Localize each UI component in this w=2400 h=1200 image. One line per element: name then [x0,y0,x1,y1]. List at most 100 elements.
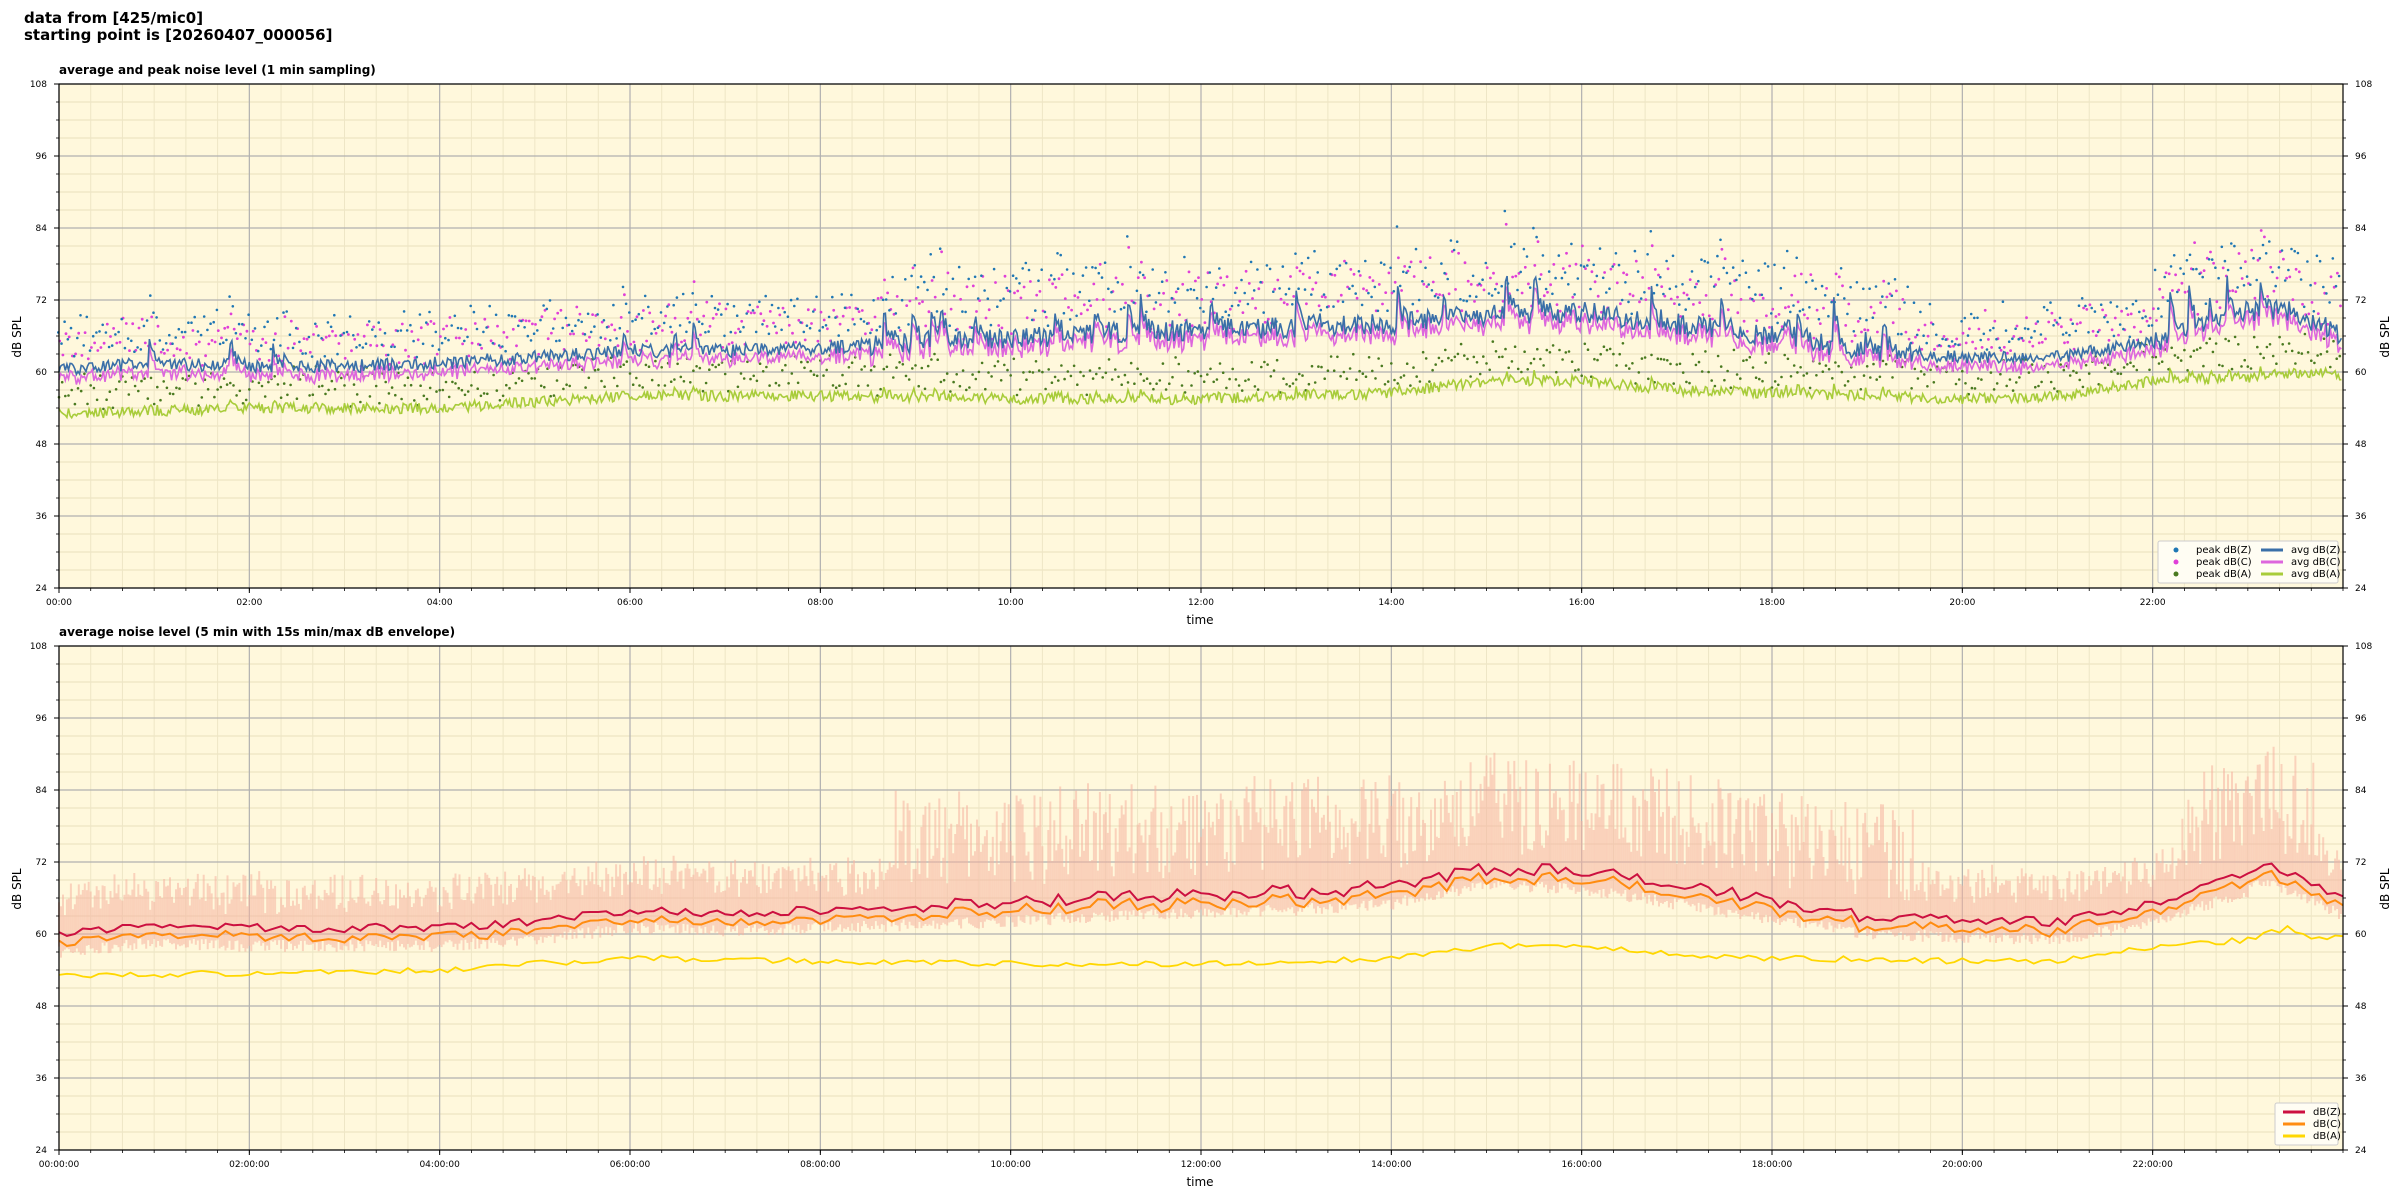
series-dbz [58,862,2344,937]
chart2-ytick-left: 48 [36,1002,48,1012]
chart2-xtick: 12:00:00 [1181,1160,1222,1170]
series-envelope [58,746,2342,958]
series-peak-dbz [57,209,2341,359]
legend-label: avg dB(Z) [2291,545,2341,556]
chart2-xtick: 04:00:00 [419,1160,460,1170]
chart2-ytick-left: 72 [36,858,47,868]
data-source-label: data from [425/mic0] [24,9,204,27]
chart2-axes: 24 24 36 36 48 48 60 60 72 72 84 84 96 96 108 108 00:00:… [30,642,2373,1170]
chart1-ytick-left: 36 [36,512,48,522]
chart1-xtick: 14:00 [1378,598,1404,608]
starting-point-label: starting point is [20260407_000056] [24,26,333,44]
chart2-ytick-right: 72 [2355,858,2366,868]
chart-avg-noise-envelope: average noise level (5 min with 15s min/… [10,625,2392,1189]
chart2-ytick-right: 96 [2355,714,2367,724]
chart2-ytick-left: 84 [36,786,48,796]
chart1-xtick: 22:00 [2140,598,2166,608]
series-avg-dbz [58,275,2343,377]
chart2-xtick: 14:00:00 [1371,1160,1412,1170]
chart2-ytick-right: 24 [2355,1146,2367,1156]
chart2-xtick: 18:00:00 [1752,1160,1793,1170]
chart2-frame [58,645,2344,1151]
chart2-ylabel-right: dB SPL [2378,868,2392,910]
chart1-ytick-right: 36 [2355,512,2367,522]
legend-label: peak dB(Z) [2196,545,2252,556]
chart2-xtick: 02:00:00 [229,1160,270,1170]
chart1-ytick-right: 24 [2355,584,2367,594]
chart2-ytick-left: 24 [36,1146,48,1156]
chart1-xtick: 06:00 [617,598,643,608]
chart2-ytick-right: 84 [2355,786,2367,796]
chart1-ytick-right: 72 [2355,296,2366,306]
chart2-xtick: 20:00:00 [1942,1160,1983,1170]
chart1-xtick: 02:00 [236,598,262,608]
chart1-ytick-right: 60 [2355,368,2367,378]
legend-label: dB(C) [2313,1119,2341,1130]
chart2-ytick-right: 48 [2355,1002,2367,1012]
chart-avg-peak-noise: average and peak noise level (1 min samp… [10,63,2392,627]
chart1-ytick-left: 72 [36,296,47,306]
chart2-ytick-right: 108 [2355,642,2372,652]
series-peak-dbc [58,222,2342,368]
chart2-legend: dB(Z)dB(C)dB(A) [2274,1102,2341,1146]
chart1-ytick-left: 84 [36,224,48,234]
chart1-ytick-left: 48 [36,440,48,450]
chart1-xtick: 04:00 [427,598,453,608]
chart1-ylabel: dB SPL [10,316,24,358]
chart1-series [57,209,2343,420]
chart2-ytick-left: 36 [36,1074,48,1084]
legend-marker-peak-db-z- [2173,547,2179,553]
chart1-xtick: 00:00 [46,598,72,608]
report-header: data from [425/mic0] starting point is [… [24,10,332,44]
chart1-ytick-left: 108 [30,80,47,90]
chart2-ytick-left: 96 [36,714,48,724]
chart2-ytick-left: 108 [30,642,47,652]
chart1-legend: peak dB(Z) avg dB(Z) peak dB(C) avg dB(C) pe… [2157,540,2341,584]
chart1-xtick: 08:00 [807,598,833,608]
legend-label: dB(Z) [2313,1107,2341,1118]
chart1-title: average and peak noise level (1 min samp… [59,63,376,77]
chart1-axes: 24 24 36 36 48 48 60 60 72 72 84 84 96 96 108 108 00:00 0… [30,80,2373,608]
chart1-xtick: 16:00 [1569,598,1595,608]
chart2-xlabel: time [1186,1175,1213,1189]
legend-label: peak dB(A) [2196,569,2252,580]
chart1-ytick-right: 96 [2355,152,2367,162]
chart2-xtick: 06:00:00 [610,1160,651,1170]
chart1-ytick-right: 48 [2355,440,2367,450]
chart1-ytick-left: 96 [36,152,48,162]
chart2-xtick: 10:00:00 [990,1160,1031,1170]
series-avg-dbc [58,284,2342,386]
chart2-ylabel: dB SPL [10,868,24,910]
legend-marker-peak-db-a- [2173,571,2179,577]
chart2-xtick: 16:00:00 [1561,1160,1602,1170]
chart1-xtick: 12:00 [1188,598,1214,608]
chart1-xtick: 10:00 [998,598,1024,608]
chart2-xtick: 08:00:00 [800,1160,841,1170]
legend-label: avg dB(C) [2291,557,2341,568]
chart2-series [58,746,2344,979]
series-peak-dba [57,332,2342,411]
legend-label: avg dB(A) [2291,569,2341,580]
series-avg-dba [58,365,2342,420]
legend-label: peak dB(C) [2196,557,2252,568]
chart1-legend-box [2157,540,2339,584]
chart2-xtick: 22:00:00 [2132,1160,2173,1170]
legend-label: dB(A) [2313,1131,2341,1142]
chart1-ylabel-right: dB SPL [2378,316,2392,358]
chart1-ytick-right: 84 [2355,224,2367,234]
chart2-ytick-left: 60 [36,930,48,940]
series-dba [58,924,2344,979]
chart1-ytick-left: 60 [36,368,48,378]
chart1-ytick-right: 108 [2355,80,2372,90]
chart2-ytick-right: 60 [2355,930,2367,940]
series-dbc [58,869,2344,947]
chart1-frame [58,83,2344,589]
chart2-xtick: 00:00:00 [39,1160,80,1170]
chart1-xlabel: time [1186,613,1213,627]
chart1-ytick-left: 24 [36,584,48,594]
chart2-ytick-right: 36 [2355,1074,2367,1084]
chart1-xtick: 20:00 [1949,598,1975,608]
legend-marker-peak-db-c- [2173,559,2179,565]
chart2-title: average noise level (5 min with 15s min/… [59,625,455,639]
